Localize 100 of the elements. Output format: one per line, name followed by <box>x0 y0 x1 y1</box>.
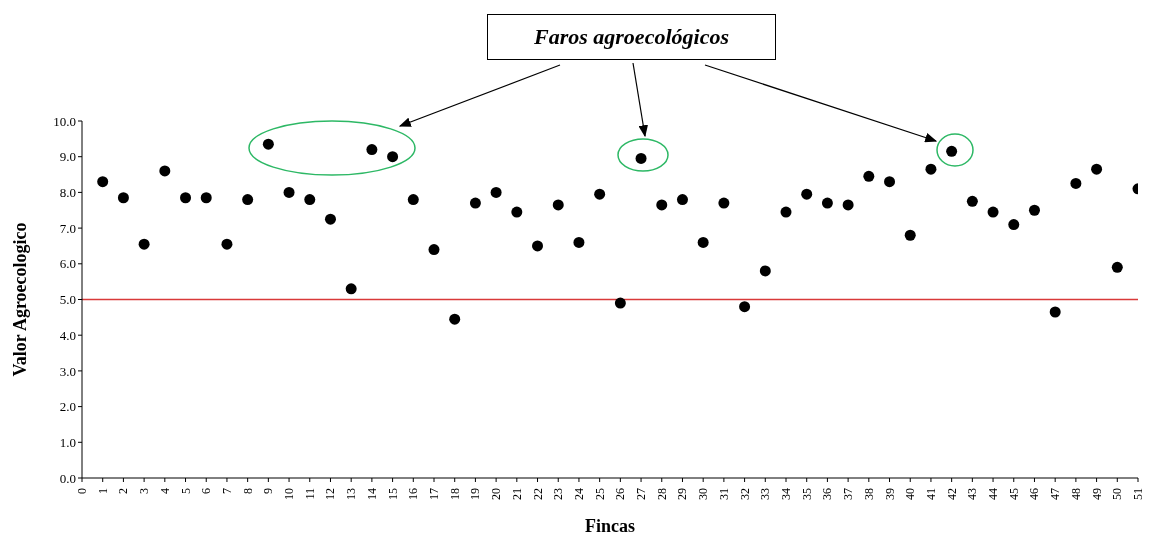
point <box>676 194 688 206</box>
point <box>366 144 378 156</box>
x-tick-label: 31 <box>716 488 731 500</box>
point <box>159 165 171 177</box>
x-tick-label: 48 <box>1068 488 1083 500</box>
x-tick-label: 6 <box>199 488 214 494</box>
x-tick-label: 20 <box>489 488 504 500</box>
x-tick-label: 14 <box>364 488 379 500</box>
point <box>635 152 647 164</box>
point <box>97 176 109 188</box>
x-tick-label: 9 <box>261 488 276 494</box>
x-tick-label: 19 <box>468 488 483 500</box>
point <box>966 195 978 207</box>
x-tick-label: 7 <box>219 488 234 494</box>
point <box>407 194 419 206</box>
point <box>780 206 792 218</box>
y-tick-label: 1.0 <box>59 434 76 450</box>
x-tick-label: 11 <box>302 488 317 500</box>
point <box>925 163 937 175</box>
x-tick-label: 15 <box>385 488 400 500</box>
x-tick-label: 1 <box>95 488 110 494</box>
point <box>614 297 626 309</box>
x-axis-title: Fincas <box>584 516 636 536</box>
x-tick-label: 10 <box>282 488 297 500</box>
x-tick-label: 5 <box>178 488 193 494</box>
y-tick-label: 6.0 <box>59 256 76 272</box>
x-tick-label: 51 <box>1131 488 1145 500</box>
x-tick-label: 21 <box>509 488 524 500</box>
point <box>1008 219 1020 231</box>
x-tick-label: 44 <box>986 488 1001 500</box>
x-tick-label: 8 <box>240 488 255 494</box>
y-tick-label: 3.0 <box>59 363 76 379</box>
point <box>904 229 916 241</box>
x-tick-label: 45 <box>1006 488 1021 500</box>
point <box>469 197 481 209</box>
x-tick-label: 41 <box>923 488 938 500</box>
point <box>262 138 274 150</box>
x-tick-label: 18 <box>447 488 462 500</box>
point <box>573 236 585 248</box>
point <box>283 186 295 198</box>
x-tick-label: 27 <box>634 488 649 500</box>
x-tick-label: 23 <box>551 488 566 500</box>
x-tick-label: 42 <box>944 488 959 500</box>
point <box>656 199 668 211</box>
x-tick-label: 25 <box>592 488 607 500</box>
x-tick-label: 30 <box>696 488 711 500</box>
point <box>1049 306 1061 318</box>
point <box>697 236 709 248</box>
x-tick-label: 40 <box>903 488 918 500</box>
y-tick-label: 7.0 <box>59 220 76 236</box>
point <box>324 213 336 225</box>
point <box>863 170 875 182</box>
x-tick-label: 2 <box>116 488 131 494</box>
x-tick-label: 35 <box>799 488 814 500</box>
point <box>511 206 523 218</box>
y-tick-label: 4.0 <box>59 327 76 343</box>
point <box>759 265 771 277</box>
point <box>221 238 233 250</box>
x-tick-label: 49 <box>1089 488 1104 500</box>
y-axis-title: Valor Agroecologico <box>10 222 31 377</box>
x-tick-label: 46 <box>1027 488 1042 500</box>
point <box>594 188 606 200</box>
x-tick-label: 0 <box>75 488 89 494</box>
x-tick-label: 43 <box>965 488 980 500</box>
y-tick-label: 10.0 <box>53 113 76 129</box>
x-tick-label: 33 <box>758 488 773 500</box>
point <box>387 151 399 163</box>
x-tick-label: 37 <box>841 488 856 500</box>
y-tick-label: 5.0 <box>59 292 76 308</box>
x-tick-label: 32 <box>737 488 752 500</box>
x-tick-label: 16 <box>406 488 421 500</box>
x-tick-label: 36 <box>820 488 835 500</box>
point <box>345 283 357 295</box>
point <box>1028 204 1040 216</box>
point <box>532 240 544 252</box>
point <box>490 186 502 198</box>
point <box>200 192 212 204</box>
x-tick-label: 50 <box>1110 488 1125 500</box>
point <box>842 199 854 211</box>
text: Faros agroecológicos <box>487 14 776 60</box>
point <box>1111 261 1123 273</box>
point <box>180 192 192 204</box>
point <box>552 199 564 211</box>
x-tick-label: 28 <box>654 488 669 500</box>
point <box>428 244 440 256</box>
x-tick-label: 12 <box>323 488 338 500</box>
point <box>718 197 730 209</box>
point <box>117 192 129 204</box>
y-tick-label: 9.0 <box>59 149 76 165</box>
point <box>242 194 254 206</box>
x-tick-label: 17 <box>427 488 441 500</box>
point <box>138 238 150 250</box>
y-tick-label: 0.0 <box>59 470 76 486</box>
x-tick-label: 3 <box>137 488 152 494</box>
x-tick-label: 38 <box>861 488 876 500</box>
x-tick-label: 29 <box>675 488 690 500</box>
point <box>1070 177 1082 189</box>
x-tick-label: 24 <box>571 488 586 500</box>
x-tick-label: 13 <box>344 488 359 500</box>
x-tick-label: 47 <box>1048 488 1063 500</box>
